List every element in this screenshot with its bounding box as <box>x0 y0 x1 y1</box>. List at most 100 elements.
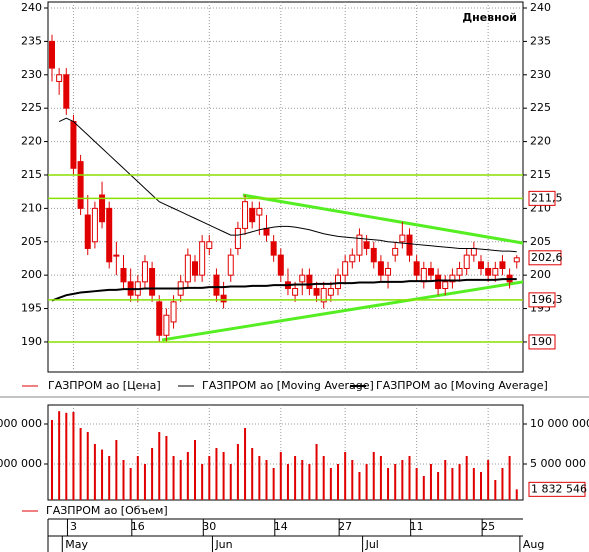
y-tick-label-right: 240 <box>530 1 551 14</box>
volume-bar <box>222 452 225 500</box>
volume-bar <box>415 468 418 500</box>
candle-body <box>406 234 413 256</box>
y-tick-label-right: 230 <box>530 68 551 81</box>
y-tick-label: 10 000 000 <box>0 417 42 430</box>
y-tick-label: 230 <box>21 68 42 81</box>
volume-bar <box>308 464 311 500</box>
volume-bar <box>351 460 354 500</box>
candle-body <box>513 257 520 263</box>
volume-bar <box>244 428 247 500</box>
moving-average-line <box>58 117 517 253</box>
volume-bar <box>379 456 382 500</box>
volume-bar <box>494 480 497 500</box>
last-price-label: 202,6 <box>531 251 563 264</box>
y-tick-label-right: 200 <box>530 268 551 281</box>
x-tick-label: 3 <box>70 520 77 533</box>
candle-body <box>156 301 163 336</box>
candle-body <box>99 194 106 223</box>
volume-bar <box>236 444 239 500</box>
y-tick-label-right: 10 000 000 <box>530 417 589 430</box>
volume-bar <box>365 464 368 500</box>
y-tick-label: 205 <box>21 235 42 248</box>
candle-body <box>392 247 399 256</box>
volume-bar <box>158 432 161 500</box>
candle-body <box>363 241 370 249</box>
candle-body <box>234 227 241 249</box>
candle-body <box>242 201 249 229</box>
candle-body <box>420 267 427 283</box>
candle-body <box>349 254 356 263</box>
candle-body <box>356 234 363 256</box>
volume-bar <box>337 464 339 500</box>
x-tick-label: 16 <box>131 520 145 533</box>
candle-body <box>227 254 234 276</box>
volume-bar <box>172 456 175 500</box>
candle-body <box>91 207 98 243</box>
candle-body <box>170 301 177 323</box>
legend-label: ГАЗПРОМ ао [Moving Average] <box>202 379 374 392</box>
volume-bar <box>372 452 375 500</box>
candle-body <box>413 261 420 276</box>
legend-label: ГАЗПРОМ ао [Объем] <box>46 504 168 517</box>
volume-bar <box>194 440 196 500</box>
volume-bar <box>487 460 490 500</box>
candle-body <box>206 241 213 249</box>
candle-body <box>263 227 270 236</box>
volume-bar <box>108 456 111 500</box>
volume-bar <box>515 489 518 500</box>
candle-body <box>56 74 63 82</box>
volume-bar <box>437 472 440 500</box>
candle-body <box>313 288 320 296</box>
volume-bar <box>322 456 325 500</box>
chart-title: Дневной <box>462 11 517 24</box>
candle-body <box>120 267 127 283</box>
volume-bar <box>444 460 447 500</box>
volume-bar <box>286 464 289 500</box>
candle-body <box>385 267 392 276</box>
volume-bar <box>508 456 511 500</box>
moving-average-line <box>51 278 517 302</box>
candle-body <box>320 288 327 303</box>
x-tick-label: 14 <box>274 520 288 533</box>
candle-body <box>306 274 313 290</box>
candle-body <box>84 214 91 249</box>
volume-bar <box>451 468 454 500</box>
y-tick-label: 225 <box>21 101 42 114</box>
volume-bar <box>51 420 53 500</box>
x-tick-label: 30 <box>202 520 216 533</box>
x-group-label: Jun <box>214 538 232 551</box>
x-tick-label: 11 <box>410 520 424 533</box>
candle-body <box>499 261 506 269</box>
y-tick-label-right: 5 000 000 <box>530 457 586 470</box>
candle-body <box>220 294 227 303</box>
candle-body <box>192 261 198 276</box>
volume-bar <box>480 472 482 500</box>
candle-body <box>449 274 456 283</box>
candle-body <box>277 254 284 276</box>
y-tick-label: 5 000 000 <box>0 457 42 470</box>
candle-body <box>456 267 463 276</box>
volume-bar <box>401 460 404 500</box>
candle-body <box>292 288 299 296</box>
candle-body <box>141 261 148 283</box>
volume-bar <box>136 456 139 500</box>
volume-bar <box>86 432 89 500</box>
left-axis: 190 195 200 205 210 215 220 225 230 235 240 10 000 … <box>0 1 42 470</box>
candle-body <box>335 274 341 290</box>
y-tick-label-right: 225 <box>530 101 551 114</box>
y-tick-label: 235 <box>21 34 42 47</box>
level-label: 190 <box>531 335 552 348</box>
volume-bar <box>115 440 118 500</box>
volume-bar <box>429 464 432 500</box>
volume-bar <box>229 464 232 500</box>
volume-bar <box>79 428 82 500</box>
volume-bar <box>387 468 390 500</box>
candle-body <box>478 261 484 269</box>
candle-body <box>113 254 120 257</box>
candle-body <box>106 207 113 263</box>
volume-bar <box>208 456 211 500</box>
y-tick-label-right: 220 <box>530 135 551 148</box>
candle-body <box>427 267 434 276</box>
volume-bar <box>315 444 318 500</box>
volume-bar <box>201 464 204 500</box>
